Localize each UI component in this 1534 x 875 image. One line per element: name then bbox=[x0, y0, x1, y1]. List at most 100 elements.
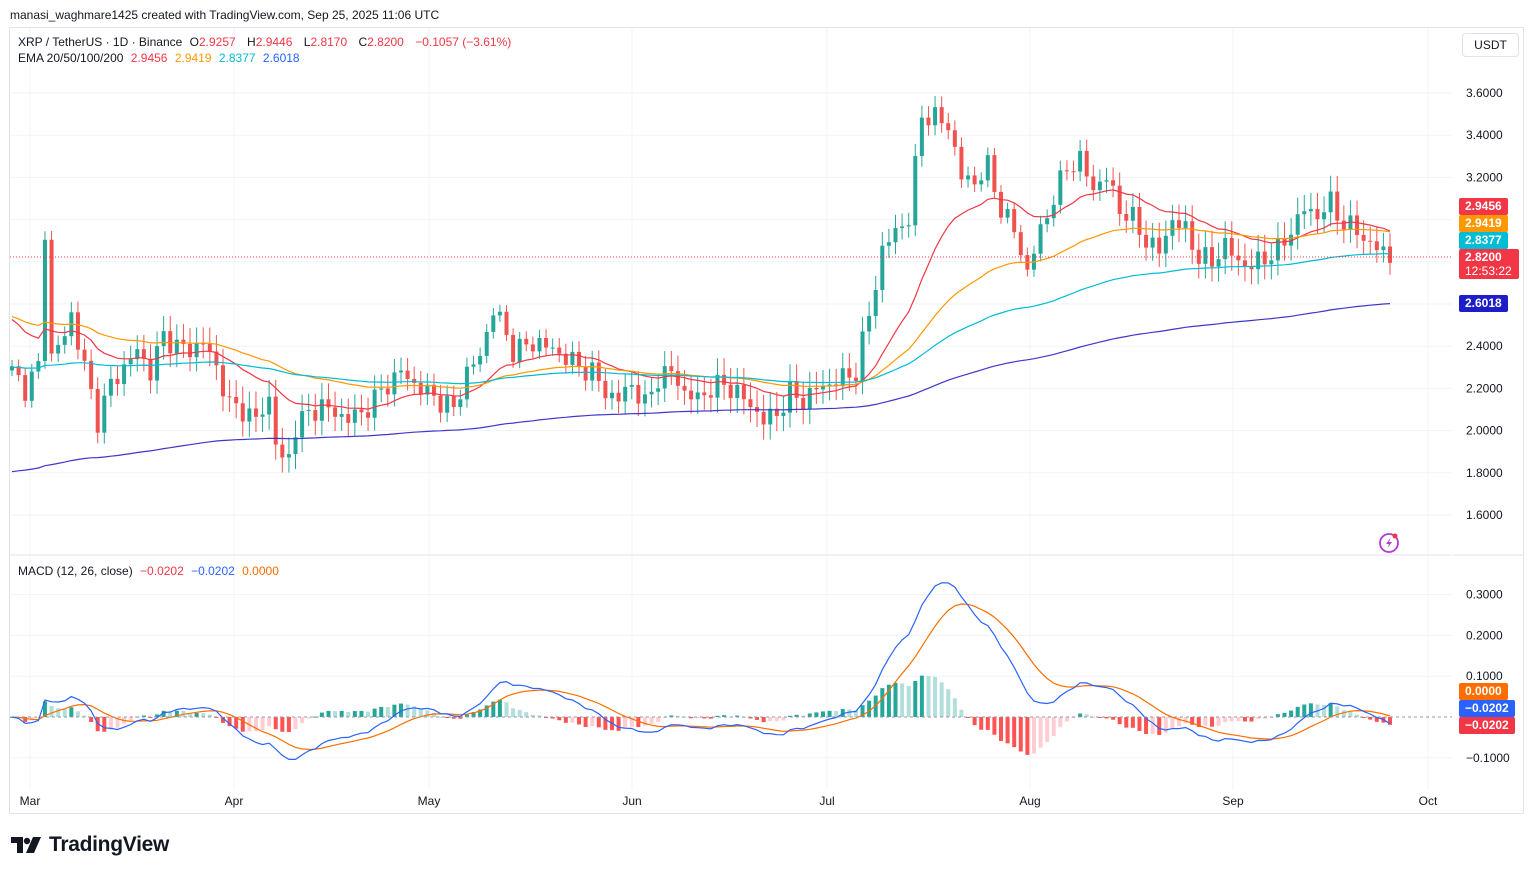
candle-body bbox=[62, 336, 67, 345]
time-tick-label: Jun bbox=[622, 794, 641, 808]
candle-body bbox=[550, 347, 555, 349]
candle-body bbox=[56, 344, 61, 354]
candle-body bbox=[75, 312, 80, 350]
macd-histogram-bar bbox=[1282, 712, 1287, 717]
candle-body bbox=[715, 374, 720, 398]
macd-histogram-bar bbox=[385, 706, 390, 717]
candle-body bbox=[966, 175, 971, 180]
macd-histogram-bar bbox=[1348, 711, 1353, 717]
candle-body bbox=[418, 382, 423, 395]
symbol-label[interactable]: XRP / TetherUS · 1D · Binance bbox=[18, 35, 183, 49]
ema100-line bbox=[11, 253, 1391, 385]
macd-histogram-bar bbox=[1190, 717, 1195, 725]
macd-histogram-bar bbox=[715, 715, 720, 717]
macd-line-value: −0.0202 bbox=[191, 564, 235, 578]
candle-body bbox=[128, 359, 133, 365]
candle-body bbox=[306, 410, 311, 412]
macd-histogram-bar bbox=[1045, 717, 1050, 743]
macd-histogram-bar bbox=[491, 701, 496, 717]
macd-histogram-bar bbox=[161, 710, 166, 717]
candle-body bbox=[959, 146, 964, 180]
macd-label[interactable]: MACD (12, 26, close) bbox=[18, 564, 133, 578]
macd-histogram-bar bbox=[642, 717, 647, 726]
candle-body bbox=[504, 311, 509, 335]
candle-body bbox=[675, 371, 680, 386]
macd-tick-label: 0.2000 bbox=[1466, 628, 1503, 642]
candle-body bbox=[1144, 234, 1149, 248]
candle-body bbox=[431, 384, 436, 396]
time-tick-label: Apr bbox=[225, 794, 244, 808]
macd-histogram-bar bbox=[1163, 717, 1168, 733]
candle-body bbox=[774, 408, 779, 416]
candle-body bbox=[1223, 237, 1228, 260]
macd-histogram-bar bbox=[1137, 717, 1142, 731]
macd-histogram-bar bbox=[695, 717, 700, 719]
macd-histogram-bar bbox=[577, 717, 582, 725]
macd-tick-label: 0.3000 bbox=[1466, 588, 1503, 602]
macd-histogram-bar bbox=[1038, 717, 1043, 748]
candle-body bbox=[807, 388, 812, 410]
candle-body bbox=[1177, 220, 1182, 228]
currency-button[interactable]: USDT bbox=[1462, 33, 1519, 57]
ema20-price-tag: 2.9456 bbox=[1459, 198, 1508, 215]
candle-body bbox=[29, 371, 34, 401]
macd-histogram-bar bbox=[807, 713, 812, 717]
low-label: L bbox=[303, 35, 311, 49]
macd-signal-line bbox=[11, 603, 1391, 750]
candle-body bbox=[656, 388, 661, 392]
ema-label[interactable]: EMA 20/50/100/200 bbox=[18, 51, 124, 65]
macd-histogram-bar bbox=[445, 717, 450, 718]
candle-body bbox=[616, 392, 621, 402]
price-tick-label: 2.0000 bbox=[1466, 424, 1503, 438]
macd-histogram-bar bbox=[1196, 717, 1201, 727]
candle-body bbox=[1242, 260, 1247, 267]
macd-histogram-bar bbox=[1025, 717, 1030, 755]
macd-histogram-bar bbox=[524, 712, 529, 717]
macd-histogram-bar bbox=[1157, 717, 1162, 736]
macd-histogram-bar bbox=[379, 706, 384, 717]
ema20-value: 2.9456 bbox=[130, 51, 168, 65]
macd-tick-label: 0.1000 bbox=[1466, 669, 1503, 683]
candle-body bbox=[326, 399, 331, 408]
macd-histogram-bar bbox=[860, 705, 865, 717]
candle-body bbox=[1045, 218, 1050, 225]
macd-histogram-bar bbox=[959, 709, 964, 717]
candle-body bbox=[695, 392, 700, 400]
candle-body bbox=[563, 353, 568, 365]
macd-histogram-bar bbox=[1275, 714, 1280, 717]
candle-body bbox=[886, 242, 891, 246]
macd-histogram-bar bbox=[36, 717, 41, 718]
macd-histogram-bar bbox=[656, 717, 661, 722]
candle-body bbox=[985, 155, 990, 181]
tradingview-logo[interactable]: TradingView bbox=[11, 833, 169, 857]
candle-body bbox=[1190, 221, 1195, 250]
macd-histogram-bar bbox=[399, 703, 404, 717]
lightning-icon[interactable] bbox=[1379, 533, 1399, 553]
macd-histogram-bar bbox=[853, 710, 858, 717]
macd-histogram-bar bbox=[1388, 717, 1392, 725]
macd-histogram-bar bbox=[906, 685, 911, 717]
candle-body bbox=[438, 395, 443, 413]
candle-body bbox=[801, 397, 806, 410]
candle-body bbox=[108, 378, 113, 396]
candle-body bbox=[530, 344, 535, 352]
candle-body bbox=[16, 366, 21, 376]
candle-body bbox=[992, 155, 997, 192]
candle-body bbox=[89, 360, 94, 389]
candle-body bbox=[1064, 170, 1069, 172]
candle-body bbox=[768, 408, 773, 425]
macd-histogram-bar bbox=[1005, 717, 1010, 744]
macd-histogram-bar bbox=[1078, 713, 1083, 717]
macd-histogram-bar bbox=[1335, 706, 1340, 717]
candle-body bbox=[36, 361, 41, 372]
macd-histogram-bar bbox=[985, 717, 990, 730]
candle-body bbox=[939, 107, 944, 124]
macd-histogram-bar bbox=[155, 714, 160, 717]
macd-histogram-bar bbox=[886, 684, 891, 717]
candle-body bbox=[148, 358, 153, 381]
macd-histogram-bar bbox=[1111, 717, 1116, 720]
macd-histogram-bar bbox=[207, 714, 212, 717]
macd-histogram-bar bbox=[201, 713, 206, 717]
macd-histogram-bar bbox=[102, 717, 107, 732]
